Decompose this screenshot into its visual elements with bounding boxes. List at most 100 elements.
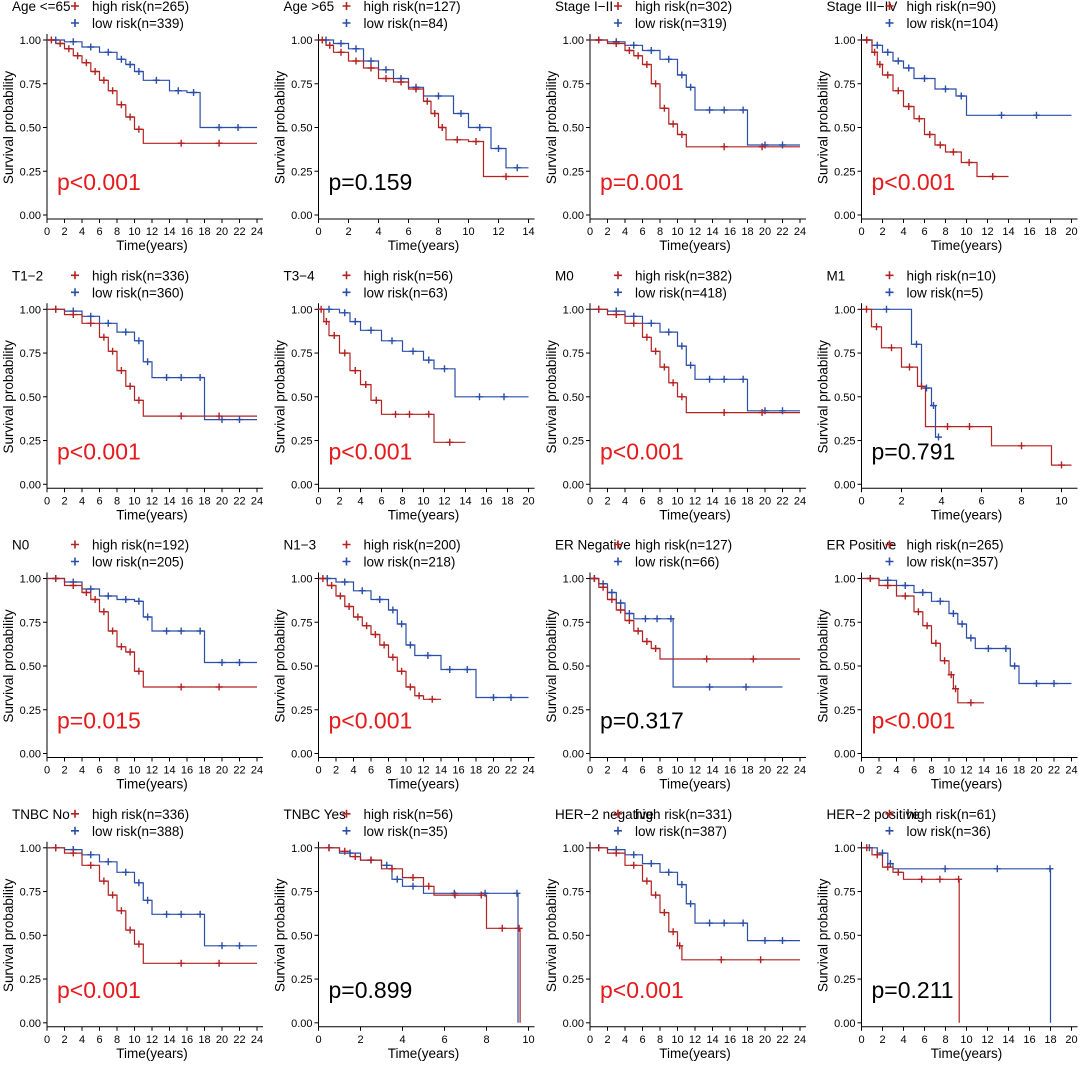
high-risk-censor-mark: [109, 347, 117, 355]
high-risk-censor-mark: [863, 844, 871, 852]
low-risk-censor-mark: [513, 889, 521, 897]
x-tick-label: 20: [1030, 765, 1042, 777]
low-risk-censor-mark: [641, 615, 649, 623]
group-label: TNBC No: [12, 807, 70, 822]
legend: N1−3 high risk(n=200) low risk(n=218): [284, 538, 461, 570]
low-risk-censor-mark: [625, 610, 633, 617]
y-tick-label: 1.00: [834, 574, 855, 586]
low-risk-censor-mark: [1033, 680, 1040, 687]
y-axis-title: Survival probability: [273, 878, 288, 992]
legend-high-risk: high risk(n=336): [92, 807, 189, 822]
high-risk-censor-mark: [918, 875, 926, 883]
x-tick-label: 6: [405, 226, 411, 238]
x-tick-label: 6: [978, 495, 984, 507]
x-tick-label: 18: [198, 226, 210, 238]
high-risk-censor-mark: [336, 592, 344, 600]
x-tick-label: 10: [960, 1034, 972, 1046]
x-tick-label: 12: [417, 765, 429, 777]
low-risk-censor-mark: [930, 402, 937, 410]
legend: T1−2 high risk(n=336) low risk(n=360): [12, 268, 189, 300]
legend: N0 high risk(n=192) low risk(n=205): [12, 538, 189, 570]
y-tick-label: 0.00: [563, 749, 584, 761]
low-risk-censor-mark: [352, 45, 360, 53]
high-risk-censor-mark: [944, 423, 951, 431]
group-label: M1: [827, 268, 846, 283]
high-risk-censor-mark: [363, 622, 371, 630]
x-tick-label: 12: [981, 226, 993, 238]
low-risk-censor-mark: [647, 319, 655, 327]
high-risk-censor-mark: [703, 655, 711, 663]
x-tick-label: 20: [759, 226, 771, 238]
low-risk-censor-mark: [196, 374, 204, 382]
x-tick-label: 2: [604, 765, 610, 777]
high-risk-censor-mark: [906, 363, 913, 371]
x-tick-label: 6: [96, 765, 102, 777]
km-panel-3: Stage I−II high risk(n=302) low risk(n=319…: [544, 0, 806, 253]
x-tick-label: 22: [776, 765, 788, 777]
y-tick-label: 0.50: [563, 930, 584, 942]
x-tick-label: 0: [315, 495, 321, 507]
high-risk-censor-mark: [630, 861, 638, 869]
low-risk-censor-mark: [424, 652, 432, 659]
legend-high-swatch: [614, 809, 622, 818]
low-risk-censor-mark: [358, 587, 366, 595]
legend-low-risk: low risk(n=84): [364, 16, 448, 31]
low-risk-censor-mark: [667, 615, 675, 623]
legend: Age >65 high risk(n=127) low risk(n=84): [284, 0, 461, 31]
x-tick-label: 24: [794, 1034, 806, 1046]
high-risk-censor-mark: [215, 412, 223, 420]
p-value: p=0.159: [329, 169, 413, 195]
high-risk-censor-mark: [351, 367, 359, 375]
y-tick-label: 0.00: [291, 1018, 312, 1030]
x-tick-label: 6: [639, 765, 645, 777]
km-panel-10: N1−3 high risk(n=200)low risk(n=218)0.000…: [273, 538, 535, 792]
high-risk-censor-mark: [608, 596, 616, 603]
y-tick-label: 0.50: [291, 661, 312, 673]
low-risk-censor-mark: [941, 865, 949, 873]
x-tick-label: 12: [438, 495, 450, 507]
group-label: TNBC Yes: [284, 807, 347, 822]
low-risk-censor-mark: [174, 87, 182, 95]
y-tick-label: 0.25: [834, 436, 855, 448]
x-tick-label: 6: [639, 1034, 645, 1046]
group-label: M0: [555, 268, 574, 283]
high-risk-censor-mark: [126, 113, 134, 121]
group-label: Stage III−IV: [827, 0, 898, 14]
high-risk-censor-mark: [100, 333, 108, 341]
x-tick-label: 20: [487, 765, 499, 777]
group-label: ER Positive: [827, 538, 897, 553]
low-risk-censor-mark: [500, 393, 508, 401]
y-tick-label: 0.75: [20, 617, 41, 629]
x-tick-label: 22: [233, 765, 245, 777]
low-risk-censor-mark: [507, 694, 515, 701]
high-risk-censor-mark: [678, 393, 686, 401]
x-tick-label: 10: [943, 765, 955, 777]
legend-low-swatch: [71, 826, 79, 835]
low-risk-censor-mark: [163, 910, 171, 918]
x-tick-label: 8: [942, 226, 948, 238]
x-tick-label: 2: [604, 226, 610, 238]
legend-high-risk: high risk(n=127): [635, 538, 732, 553]
low-risk-curve: [861, 308, 942, 438]
y-tick-label: 0.50: [20, 661, 41, 673]
y-tick-label: 0.75: [291, 79, 312, 91]
low-risk-censor-mark: [135, 879, 143, 887]
y-tick-label: 0.75: [20, 887, 41, 899]
y-axis-title: Survival probability: [544, 71, 559, 185]
low-risk-censor-mark: [936, 597, 944, 605]
low-risk-censor-mark: [236, 942, 243, 950]
km-panel-1: Age <=65 high risk(n=265) low risk(n=339) 0…: [1, 0, 263, 253]
high-risk-censor-mark: [69, 582, 77, 589]
x-tick-label: 8: [385, 765, 391, 777]
low-risk-censor-mark: [122, 596, 130, 603]
x-tick-label: 0: [44, 495, 50, 507]
low-risk-censor-mark: [901, 582, 909, 589]
group-label: T1−2: [12, 268, 43, 283]
legend-low-swatch: [342, 826, 351, 835]
legend-high-risk: high risk(n=90): [907, 0, 997, 14]
low-risk-censor-mark: [177, 910, 185, 918]
x-tick-label: 14: [435, 765, 447, 777]
x-tick-label: 24: [794, 765, 806, 777]
low-risk-censor-mark: [706, 106, 714, 114]
low-risk-censor-mark: [706, 919, 714, 927]
